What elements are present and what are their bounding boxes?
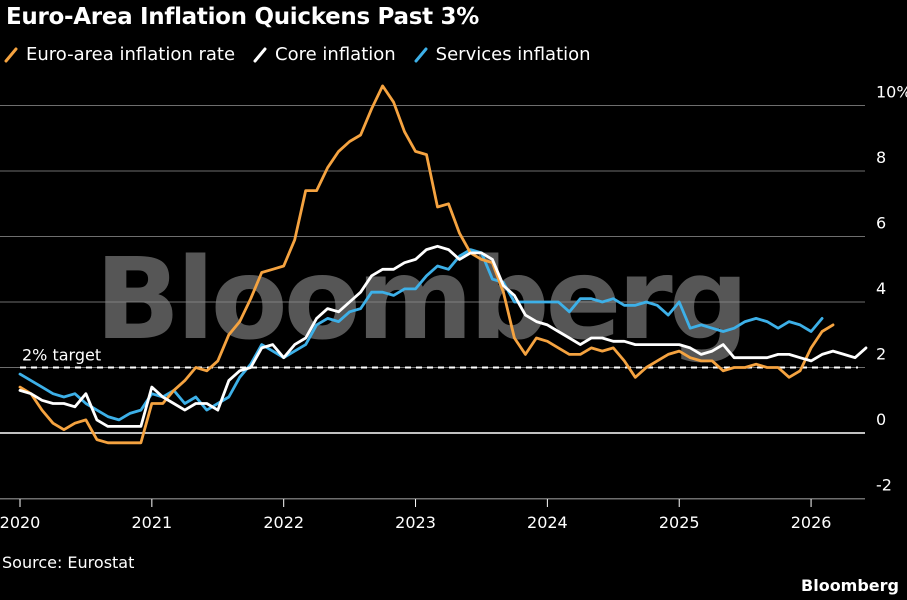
source-note: Source: Eurostat	[2, 553, 135, 572]
series-line-core-inflation	[18, 244, 868, 428]
x-tick-label-2026: 2026	[791, 513, 832, 532]
brand-logo-text: Bloomberg	[801, 576, 899, 595]
y-tick-label-4: 4	[876, 279, 886, 298]
x-tick-label-2024: 2024	[527, 513, 568, 532]
y-tick-label-0: 0	[876, 410, 886, 429]
x-tick-label-2022: 2022	[263, 513, 304, 532]
legend-swatch-services	[414, 47, 428, 62]
legend: Euro-area inflation rate Core inflation …	[4, 44, 609, 65]
y-tick-label-6: 6	[876, 214, 886, 233]
legend-item-core: Core inflation	[253, 44, 396, 65]
series-line-services-inflation	[18, 248, 824, 422]
legend-item-services: Services inflation	[414, 44, 591, 65]
x-tick-label-2025: 2025	[659, 513, 700, 532]
x-tick-label-2023: 2023	[395, 513, 436, 532]
x-tick-label-2021: 2021	[131, 513, 172, 532]
series-layer	[18, 84, 868, 445]
axis-layer: -2 0 2 4 6 8 10% 2020 2021 2022 2023 2024 2025 2026 2%…	[0, 83, 907, 532]
series-line-euro-area-inflation-rate	[18, 84, 835, 445]
y-tick-label-8: 8	[876, 148, 886, 167]
chart-title: Euro-Area Inflation Quickens Past 3%	[6, 4, 479, 30]
y-tick-label--2: -2	[876, 476, 892, 495]
legend-label-services: Services inflation	[435, 44, 591, 65]
target-label: 2% target	[22, 346, 101, 365]
y-tick-label-10: 10%	[876, 83, 907, 102]
y-tick-label-2: 2	[876, 345, 886, 364]
legend-swatch-headline	[4, 47, 18, 62]
legend-item-headline: Euro-area inflation rate	[4, 44, 235, 65]
legend-label-headline: Euro-area inflation rate	[26, 44, 236, 65]
legend-swatch-core	[253, 47, 267, 62]
x-tick-label-2020: 2020	[0, 513, 40, 532]
legend-label-core: Core inflation	[275, 44, 396, 65]
